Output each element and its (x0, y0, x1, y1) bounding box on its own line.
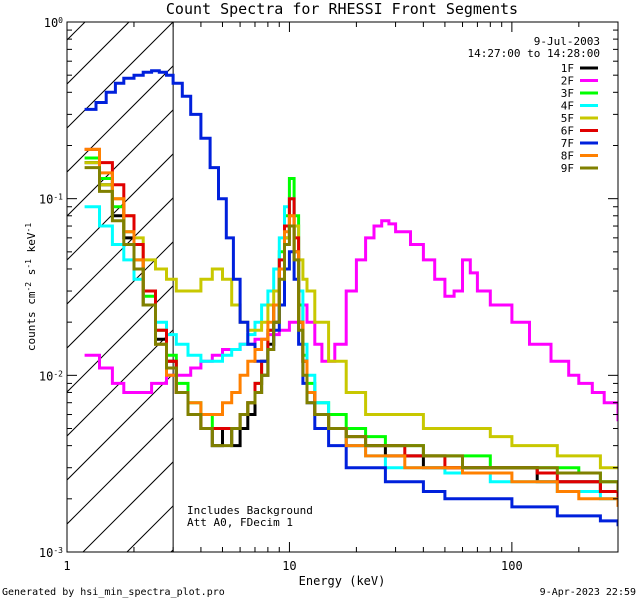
x-tick-label: 100 (501, 559, 523, 573)
hatch-line (67, 197, 174, 305)
x-tick-label: 10 (282, 559, 296, 573)
hatch-line (67, 22, 130, 85)
legend-label-5f: 5F (561, 112, 574, 125)
x-axis-label: Energy (keV) (299, 574, 386, 588)
x-tick-label: 1 (63, 559, 70, 573)
series-line-8f (84, 147, 618, 507)
hatch-line (67, 241, 174, 349)
series-line-6f (84, 147, 618, 499)
legend-date: 9-Jul-2003 (534, 35, 600, 48)
y-tick-label: 10-1 (39, 192, 63, 207)
legend-label-7f: 7F (561, 137, 574, 150)
y-tick-label: 10-3 (39, 546, 63, 561)
legend-time-range: 14:27:00 to 14:28:00 (468, 47, 600, 60)
y-tick-label: 10-2 (39, 369, 63, 384)
hatch-line (67, 417, 174, 525)
legend-label-6f: 6F (561, 125, 574, 138)
legend-label-1f: 1F (561, 62, 574, 75)
note-background: Includes Background (187, 504, 313, 517)
series-line-3f (84, 156, 618, 492)
footer-generated-by: Generated by hsi_min_spectra_plot.pro (2, 587, 225, 598)
note-attenuator: Att A0, FDecim 1 (187, 516, 293, 529)
legend-label-2f: 2F (561, 75, 574, 88)
legend-label-9f: 9F (561, 162, 574, 175)
y-axis-label: counts cm-2 s-1 keV-1 (24, 223, 39, 351)
footer-timestamp: 9-Apr-2023 22:59 (540, 587, 636, 598)
legend-label-8f: 8F (561, 150, 574, 163)
series-line-4f (84, 197, 618, 501)
series-line-2f (84, 219, 618, 422)
background-region-hatch (67, 22, 174, 552)
y-tick-label: 100 (44, 16, 63, 31)
plot-frame (66, 21, 619, 553)
hatch-line (67, 22, 174, 129)
series-line-5f (84, 161, 618, 470)
x-axis: 1 10 100 (63, 22, 619, 573)
hatch-line (67, 153, 174, 261)
chart-title: Count Spectra for RHESSI Front Segments (166, 0, 518, 18)
hatch-line (67, 373, 174, 481)
series-line-7f (84, 69, 618, 527)
series-line-9f (84, 166, 618, 492)
y-axis: 100 10-1 10-2 10-3 (39, 16, 618, 561)
series-group (84, 69, 618, 527)
legend-label-3f: 3F (561, 87, 574, 100)
legend-label-4f: 4F (561, 100, 574, 113)
